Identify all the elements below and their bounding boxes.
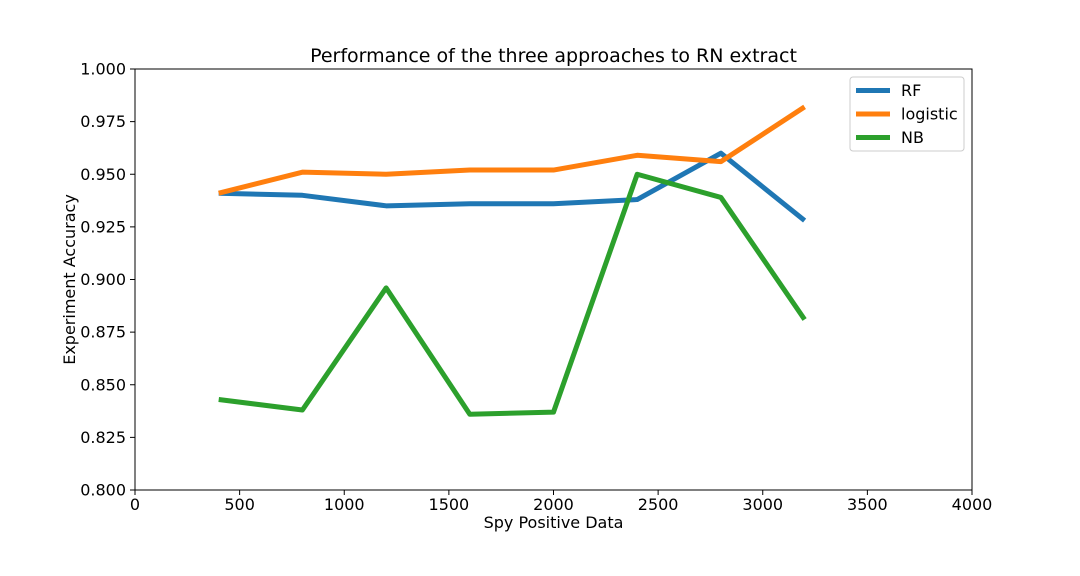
y-tick-label: 0.800: [80, 481, 126, 500]
legend-label: NB: [901, 128, 924, 147]
x-tick-label: 4000: [952, 495, 993, 514]
x-tick-label: 3500: [847, 495, 888, 514]
y-tick-label: 0.825: [80, 428, 126, 447]
y-tick-label: 0.925: [80, 217, 126, 236]
x-tick-label: 0: [130, 495, 140, 514]
x-axis: 0 500 1000 1500 2000 2500 3000 3500 4000: [130, 490, 992, 514]
y-tick-label: 1.000: [80, 60, 126, 79]
series-layer: [218, 104, 807, 417]
series-line-nb: [218, 171, 807, 417]
legend-label: logistic: [901, 105, 958, 124]
y-tick-label: 0.875: [80, 323, 126, 342]
x-tick-label: 3000: [742, 495, 783, 514]
x-tick-label: 1500: [429, 495, 470, 514]
x-tick-label: 2500: [638, 495, 679, 514]
y-tick-label: 0.975: [80, 112, 126, 131]
y-tick-label: 0.950: [80, 165, 126, 184]
y-axis-label: Experiment Accuracy: [60, 194, 79, 365]
plot-frame: [134, 68, 973, 491]
x-axis-label: Spy Positive Data: [484, 513, 624, 532]
legend: RF logistic NB: [849, 76, 965, 152]
y-axis: 0.800 0.825 0.850 0.875 0.900 0.925 0.950 0.975…: [80, 60, 135, 500]
series-line-logistic: [218, 104, 806, 196]
y-tick-label: 0.850: [80, 375, 126, 394]
y-tick-label: 0.900: [80, 270, 126, 289]
legend-box: [849, 76, 965, 152]
x-tick-label: 1000: [324, 495, 365, 514]
x-tick-label: 500: [224, 495, 255, 514]
chart-title: Performance of the three approaches to R…: [310, 45, 797, 67]
x-tick-label: 2000: [533, 495, 574, 514]
legend-label: RF: [901, 81, 921, 100]
